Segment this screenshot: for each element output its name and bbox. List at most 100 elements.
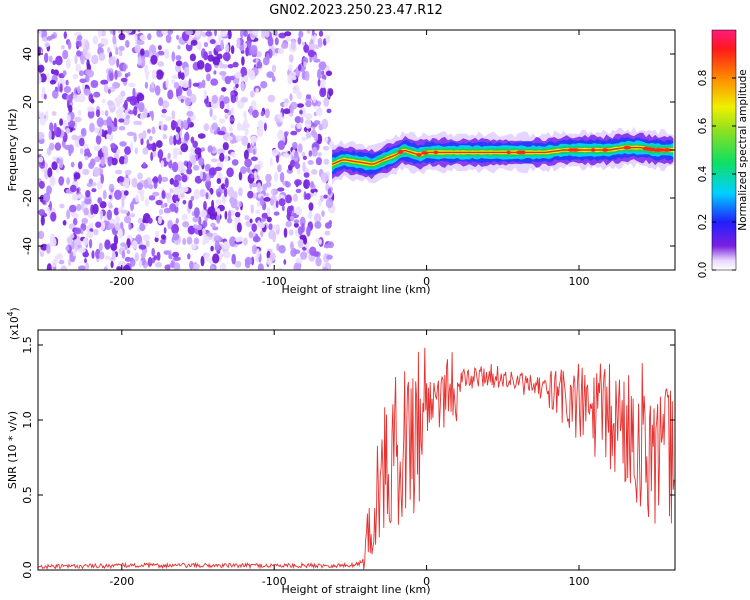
noise-speckle xyxy=(134,44,141,54)
colorbar-tick-label: 0.6 xyxy=(697,117,709,134)
noise-speckle xyxy=(108,204,114,209)
noise-speckle xyxy=(77,193,85,200)
noise-speckle xyxy=(251,244,257,255)
noise-speckle xyxy=(102,98,106,104)
noise-speckle xyxy=(128,222,132,231)
noise-speckle xyxy=(231,253,236,265)
noise-speckle xyxy=(62,49,69,60)
noise-speckle xyxy=(87,106,95,112)
noise-speckle xyxy=(68,120,76,128)
noise-speckle xyxy=(115,46,119,56)
noise-speckle xyxy=(145,239,150,248)
noise-speckle xyxy=(81,217,88,225)
noise-speckle xyxy=(92,203,99,215)
noise-speckle xyxy=(219,71,227,76)
noise-speckle xyxy=(182,119,189,130)
spectrogram-y-axis: -40 -20 0 20 40 xyxy=(21,47,675,255)
noise-speckle xyxy=(327,188,332,195)
noise-speckle xyxy=(103,149,109,160)
noise-speckle xyxy=(160,234,166,240)
noise-speckle xyxy=(302,161,306,173)
noise-speckle xyxy=(115,215,120,223)
noise-speckle xyxy=(202,228,206,236)
noise-speckle xyxy=(255,209,261,214)
noise-speckle xyxy=(107,223,116,230)
noise-speckle xyxy=(301,41,305,47)
noise-speckle xyxy=(283,259,287,265)
spectrogram-heatmap xyxy=(38,30,674,270)
noise-speckle xyxy=(82,168,90,176)
noise-speckle xyxy=(77,85,81,94)
noise-speckle xyxy=(144,49,150,58)
noise-speckle xyxy=(98,52,106,61)
noise-speckle xyxy=(173,135,177,146)
noise-speckle xyxy=(292,89,299,94)
noise-speckle xyxy=(169,262,175,268)
noise-speckle xyxy=(230,197,238,209)
noise-speckle xyxy=(109,72,114,81)
noise-speckle xyxy=(216,191,222,198)
noise-speckle xyxy=(203,123,210,132)
noise-speckle xyxy=(113,234,119,246)
noise-speckle xyxy=(97,30,103,38)
noise-speckle xyxy=(171,110,176,120)
noise-speckle xyxy=(240,166,247,175)
noise-speckle xyxy=(185,131,189,140)
noise-speckle xyxy=(69,233,75,239)
noise-speckle xyxy=(78,247,86,253)
noise-speckle xyxy=(209,107,213,118)
noise-speckle xyxy=(294,162,301,170)
noise-speckle xyxy=(255,233,259,243)
noise-speckle xyxy=(99,201,107,209)
noise-speckle xyxy=(164,202,168,208)
noise-speckle xyxy=(295,188,302,194)
noise-speckle xyxy=(171,79,175,84)
noise-speckle xyxy=(248,231,253,239)
noise-speckle xyxy=(201,79,206,89)
noise-speckle xyxy=(265,173,272,183)
noise-speckle xyxy=(160,114,167,118)
noise-speckle xyxy=(175,60,183,67)
noise-speckle xyxy=(192,140,198,148)
noise-speckle xyxy=(148,184,154,190)
noise-speckle xyxy=(222,241,231,250)
noise-speckle xyxy=(116,148,120,156)
noise-speckle xyxy=(78,109,82,117)
noise-speckle xyxy=(93,228,99,236)
noise-speckle xyxy=(48,55,53,63)
noise-speckle xyxy=(279,112,283,123)
noise-speckle xyxy=(185,42,193,52)
noise-speckle xyxy=(222,142,229,151)
noise-speckle xyxy=(93,91,101,98)
ridge-hotspot xyxy=(397,150,403,154)
noise-speckle xyxy=(50,130,55,140)
y-tick-label: -20 xyxy=(21,189,34,207)
noise-speckle xyxy=(152,177,159,184)
noise-speckle xyxy=(167,30,174,35)
noise-speckle xyxy=(235,211,241,218)
noise-speckle xyxy=(288,54,294,63)
noise-speckle xyxy=(115,169,123,175)
noise-speckle xyxy=(216,214,221,224)
noise-speckle xyxy=(249,90,255,98)
noise-speckle xyxy=(249,45,258,55)
noise-speckle xyxy=(52,60,56,65)
noise-speckle xyxy=(146,143,154,151)
noise-speckle xyxy=(173,153,178,160)
noise-speckle xyxy=(250,204,254,214)
noise-speckle xyxy=(173,256,181,261)
noise-speckle xyxy=(308,202,314,211)
ridge-core xyxy=(331,146,674,166)
noise-speckle xyxy=(293,263,301,270)
noise-speckle xyxy=(324,230,331,236)
y-tick-label: 0 xyxy=(21,147,34,154)
noise-speckle xyxy=(192,164,200,171)
noise-speckle xyxy=(157,45,162,51)
noise-speckle xyxy=(75,40,83,48)
noise-speckle xyxy=(175,55,182,61)
noise-speckle xyxy=(305,117,312,129)
ridge-hotspot xyxy=(521,150,526,155)
noise-speckle xyxy=(275,200,279,208)
noise-speckle xyxy=(123,190,129,196)
noise-speckle xyxy=(210,245,214,252)
